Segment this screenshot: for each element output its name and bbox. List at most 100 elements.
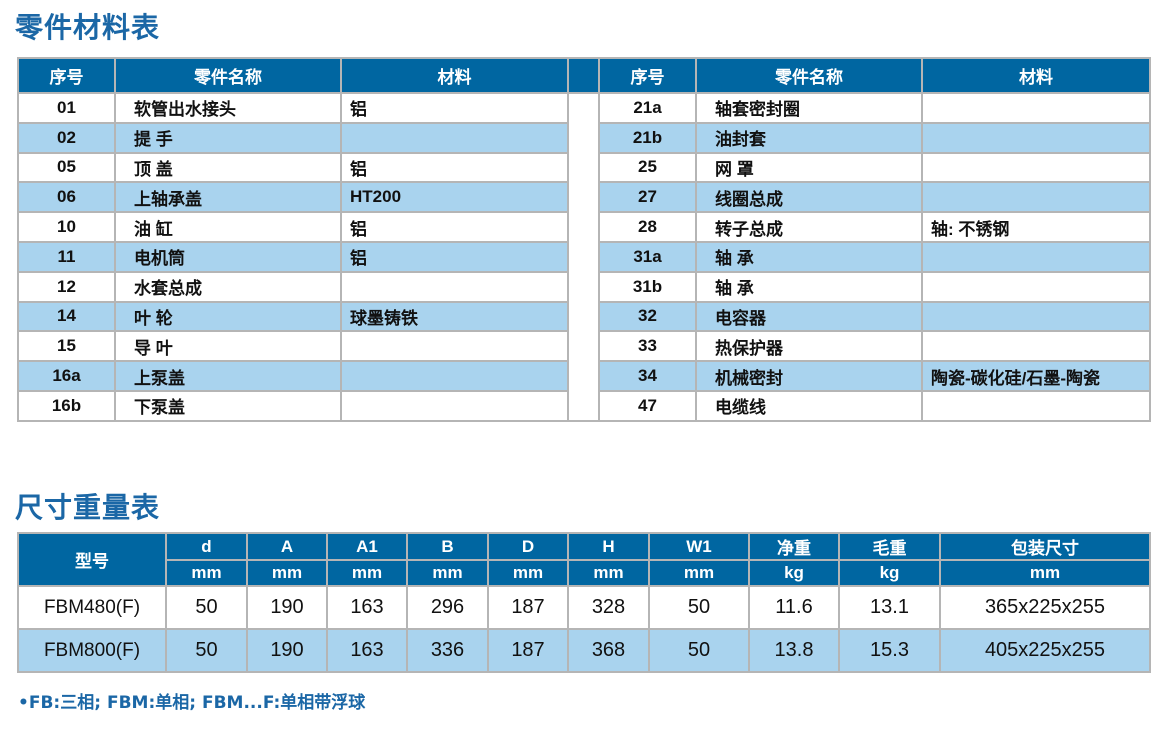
- part-material: [921, 300, 1151, 333]
- part-material: [340, 121, 569, 154]
- parts-table-title: 零件材料表: [15, 11, 161, 44]
- header-name: 零件名称: [695, 57, 923, 94]
- part-material: [921, 330, 1151, 363]
- part-material: [921, 121, 1151, 154]
- model-cell: FBM480(F): [17, 585, 167, 630]
- unit-header: mm: [165, 559, 248, 587]
- part-number: 32: [598, 300, 697, 333]
- column-header: 毛重: [838, 532, 941, 561]
- table-row: 02 提 手 21b 油封套: [17, 121, 1151, 154]
- column-header: d: [165, 532, 248, 561]
- unit-header: kg: [748, 559, 840, 587]
- table-row: 14 叶 轮球墨铸铁 32 电容器: [17, 300, 1151, 333]
- value-cell: 50: [648, 585, 750, 630]
- table-row: FBM480(F) 50 190 163 296 187 328 50 11.6 13.1 365x…: [17, 585, 1151, 630]
- part-name: 线圈总成: [695, 181, 923, 214]
- part-number: 21b: [598, 121, 697, 154]
- part-number: 28: [598, 211, 697, 243]
- part-material: [921, 181, 1151, 214]
- part-name: 上轴承盖: [114, 181, 342, 214]
- value-cell: 50: [648, 628, 750, 673]
- header-no: 序号: [598, 57, 697, 94]
- part-material: [921, 92, 1151, 124]
- part-material: [921, 240, 1151, 273]
- value-cell: 13.1: [838, 585, 941, 630]
- part-material: [340, 389, 569, 422]
- part-number: 15: [17, 330, 116, 363]
- part-material: 球墨铸铁: [340, 300, 569, 333]
- part-name: 转子总成: [695, 211, 923, 243]
- part-number: 47: [598, 389, 697, 422]
- part-number: 31b: [598, 270, 697, 303]
- value-cell: 328: [567, 585, 650, 630]
- unit-header: mm: [648, 559, 750, 587]
- value-cell: 368: [567, 628, 650, 673]
- part-name: 电机筒: [114, 240, 342, 273]
- value-cell: 15.3: [838, 628, 941, 673]
- part-name: 上泵盖: [114, 360, 342, 392]
- part-number: 12: [17, 270, 116, 303]
- dims-table-title: 尺寸重量表: [15, 491, 161, 524]
- part-material: [921, 151, 1151, 184]
- part-number: 25: [598, 151, 697, 184]
- table-row: 16b 下泵盖 47 电缆线: [17, 389, 1151, 422]
- part-material: [340, 330, 569, 363]
- column-header: 净重: [748, 532, 840, 561]
- table-row: FBM800(F) 50 190 163 336 187 368 50 13.8 15.3 405x…: [17, 628, 1151, 673]
- header-no: 序号: [17, 57, 116, 94]
- part-number: 27: [598, 181, 697, 214]
- part-number: 01: [17, 92, 116, 124]
- value-cell: 187: [487, 628, 569, 673]
- part-material: 陶瓷-碳化硅/石墨-陶瓷: [921, 360, 1151, 392]
- column-header: A: [246, 532, 328, 561]
- part-number: 06: [17, 181, 116, 214]
- part-number: 34: [598, 360, 697, 392]
- value-cell: 163: [326, 628, 408, 673]
- column-header: B: [406, 532, 489, 561]
- part-name: 油封套: [695, 121, 923, 154]
- part-name: 轴 承: [695, 240, 923, 273]
- part-name: 提 手: [114, 121, 342, 154]
- part-number: 31a: [598, 240, 697, 273]
- part-number: 21a: [598, 92, 697, 124]
- unit-header: mm: [939, 559, 1151, 587]
- model-cell: FBM800(F): [17, 628, 167, 673]
- part-name: 电缆线: [695, 389, 923, 422]
- value-cell: 11.6: [748, 585, 840, 630]
- table-row: 16a 上泵盖 34 机械密封 陶瓷-碳化硅/石墨-陶瓷: [17, 360, 1151, 392]
- dimensions-weight-table: 型号 d A A1 B D H W1 净重 毛重 包装尺寸 mm mm mm mm mm mm mm kg kg mm…: [17, 532, 1151, 673]
- part-number: 16b: [17, 389, 116, 422]
- part-material: [340, 270, 569, 303]
- part-name: 机械密封: [695, 360, 923, 392]
- part-material: HT200: [340, 181, 569, 214]
- part-number: 16a: [17, 360, 116, 392]
- header-material: 材料: [921, 57, 1151, 94]
- header-gap: [567, 57, 600, 94]
- table-row: 11 电机筒铝 31a 轴 承: [17, 240, 1151, 273]
- part-name: 油 缸: [114, 211, 342, 243]
- value-cell: 50: [165, 585, 248, 630]
- value-cell: 365x225x255: [939, 585, 1151, 630]
- unit-header: kg: [838, 559, 941, 587]
- value-cell: 13.8: [748, 628, 840, 673]
- part-material: [921, 389, 1151, 422]
- table-row: 15 导 叶 33 热保护器: [17, 330, 1151, 363]
- part-name: 导 叶: [114, 330, 342, 363]
- value-cell: 336: [406, 628, 489, 673]
- part-number: 14: [17, 300, 116, 333]
- header-model: 型号: [17, 532, 167, 587]
- value-cell: 296: [406, 585, 489, 630]
- part-name: 轴 承: [695, 270, 923, 303]
- part-material: 铝: [340, 92, 569, 124]
- part-number: 33: [598, 330, 697, 363]
- part-name: 叶 轮: [114, 300, 342, 333]
- table-row: 12 水套总成 31b 轴 承: [17, 270, 1151, 303]
- unit-header: mm: [326, 559, 408, 587]
- header-name: 零件名称: [114, 57, 342, 94]
- parts-material-table: 序号 零件名称 材料 序号 零件名称 材料 01 软管出水接头铝 21a 轴套密封圈 0…: [17, 57, 1151, 422]
- header-material: 材料: [340, 57, 569, 94]
- unit-header: mm: [406, 559, 489, 587]
- value-cell: 190: [246, 628, 328, 673]
- table-row: 05 顶 盖铝 25 网 罩: [17, 151, 1151, 184]
- column-header: 包装尺寸: [939, 532, 1151, 561]
